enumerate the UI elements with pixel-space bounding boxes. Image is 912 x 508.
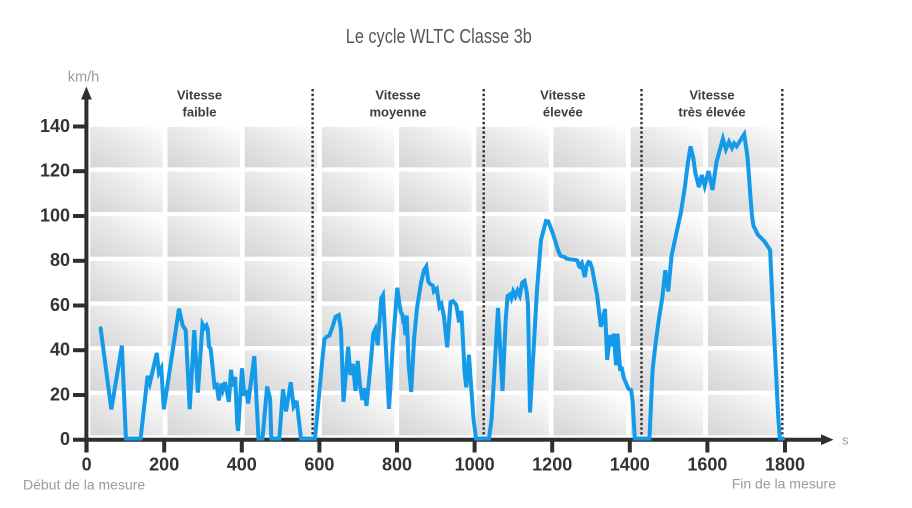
svg-text:Le cycle WLTC Classe 3b: Le cycle WLTC Classe 3b <box>346 26 532 48</box>
svg-text:1000: 1000 <box>455 454 495 474</box>
svg-text:1400: 1400 <box>610 454 650 474</box>
svg-text:140: 140 <box>40 116 70 136</box>
svg-text:20: 20 <box>50 384 70 404</box>
svg-text:1200: 1200 <box>532 454 572 474</box>
svg-text:Fin de la mesure: Fin de la mesure <box>732 476 836 492</box>
svg-text:600: 600 <box>304 454 334 474</box>
svg-text:0: 0 <box>60 429 70 449</box>
svg-text:200: 200 <box>149 454 179 474</box>
svg-text:0: 0 <box>82 454 92 474</box>
svg-text:Vitesse: Vitesse <box>689 88 734 103</box>
svg-text:400: 400 <box>227 454 257 474</box>
svg-text:Vitesse: Vitesse <box>540 88 585 103</box>
svg-text:moyenne: moyenne <box>369 105 426 120</box>
svg-text:élevée: élevée <box>543 105 583 120</box>
svg-text:faible: faible <box>183 105 217 120</box>
svg-text:Début de la mesure: Début de la mesure <box>23 477 145 493</box>
svg-text:1600: 1600 <box>687 454 727 474</box>
svg-text:Vitesse: Vitesse <box>375 88 420 103</box>
svg-text:km/h: km/h <box>68 70 99 86</box>
svg-text:s: s <box>842 433 849 448</box>
svg-text:800: 800 <box>382 454 412 474</box>
svg-text:80: 80 <box>50 250 70 270</box>
svg-text:très élevée: très élevée <box>678 105 745 120</box>
svg-text:120: 120 <box>40 161 70 181</box>
svg-text:100: 100 <box>40 205 70 225</box>
svg-text:60: 60 <box>50 295 70 315</box>
svg-text:1800: 1800 <box>765 454 805 474</box>
svg-text:Vitesse: Vitesse <box>177 88 222 103</box>
svg-text:40: 40 <box>50 340 70 360</box>
